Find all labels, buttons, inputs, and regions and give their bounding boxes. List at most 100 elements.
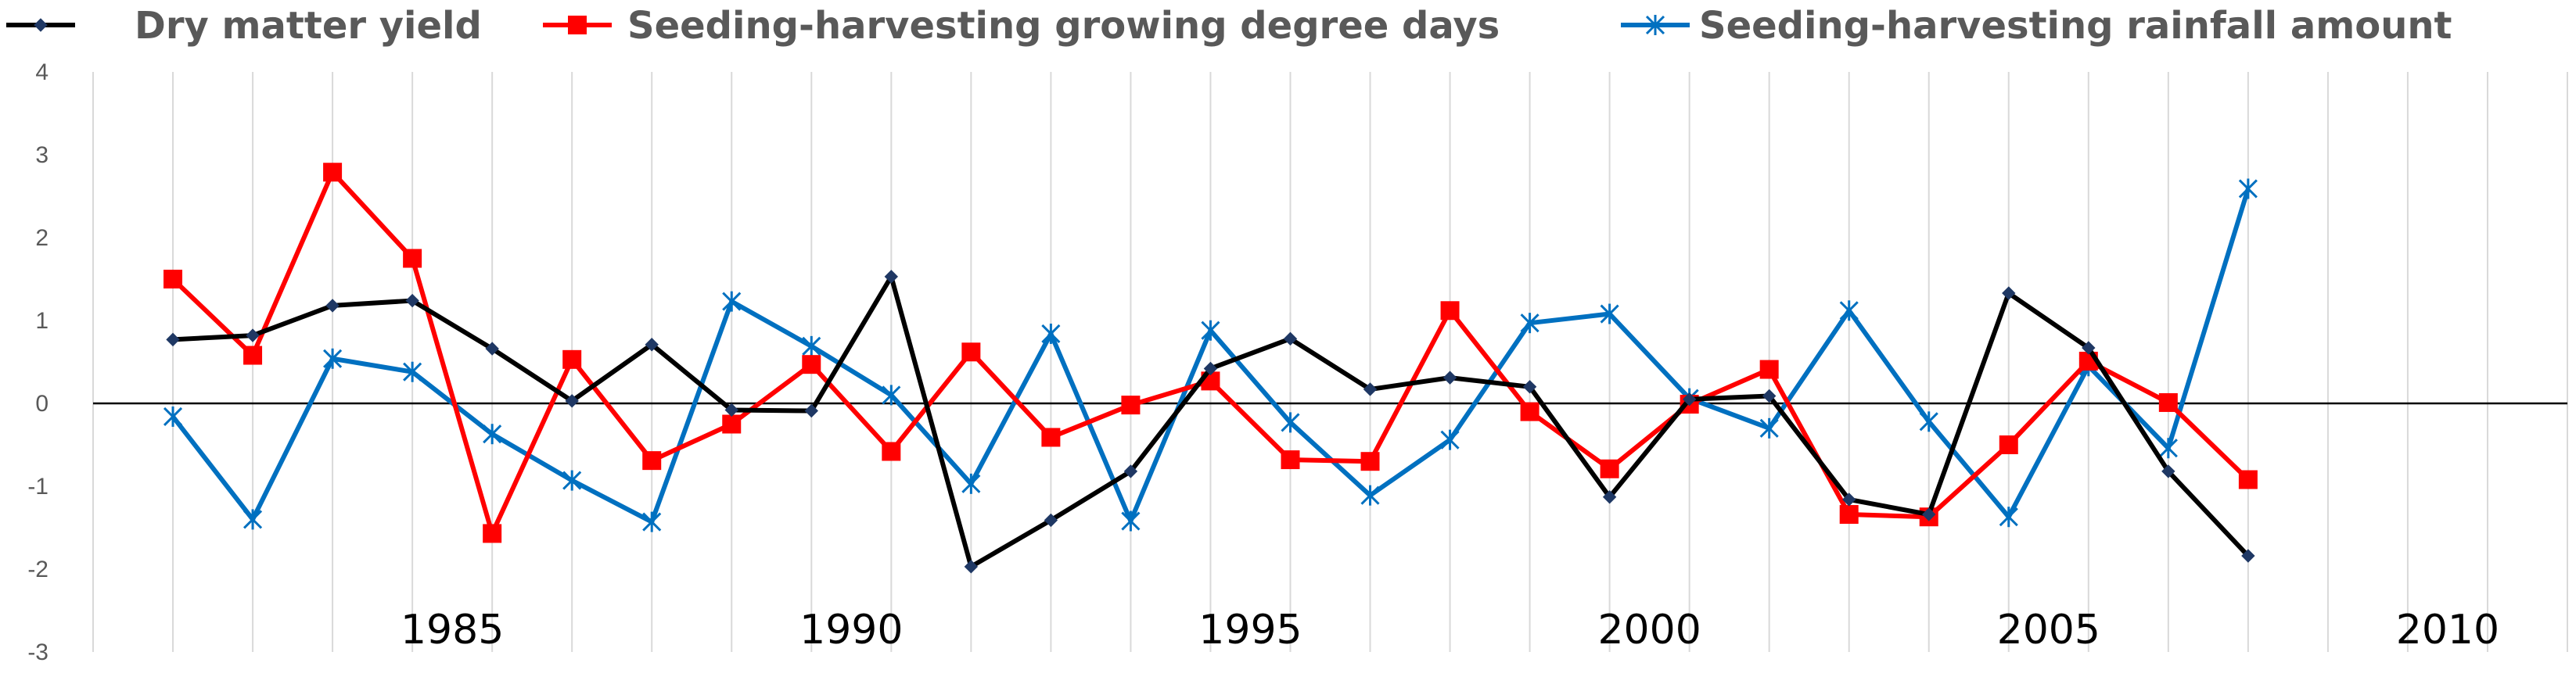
- data-point: [323, 163, 343, 182]
- legend-marker: [1645, 15, 1665, 35]
- x-tick-label: 2000: [1597, 607, 1701, 654]
- x-tick-label: 2010: [2396, 607, 2499, 654]
- data-point: [961, 342, 981, 362]
- data-point: [2241, 549, 2255, 563]
- vertical-gridlines: [92, 72, 2568, 652]
- legend-marker: [568, 16, 587, 34]
- data-point: [485, 342, 499, 356]
- data-point: [1522, 380, 1537, 394]
- data-point: [1759, 360, 1779, 379]
- data-point: [1602, 490, 1617, 504]
- data-point: [1201, 320, 1220, 341]
- data-point: [1999, 435, 2018, 454]
- data-point: [1520, 313, 1539, 334]
- x-tick-label: 1990: [799, 607, 903, 654]
- data-point: [562, 349, 582, 369]
- data-point: [483, 424, 502, 445]
- data-point: [565, 394, 579, 408]
- data-point: [1044, 513, 1058, 528]
- data-point: [1839, 300, 1859, 321]
- y-tick-label: 1: [35, 308, 49, 334]
- data-point: [163, 406, 183, 427]
- y-tick-label: -3: [27, 639, 49, 665]
- data-point: [1041, 323, 1061, 344]
- data-point: [884, 270, 899, 284]
- data-point: [163, 270, 183, 288]
- x-axis-ticks: 1985 1990 1995 2000 2005 2010: [401, 607, 2499, 654]
- data-point: [1121, 510, 1141, 532]
- data-point: [1360, 485, 1380, 506]
- data-point: [1600, 303, 1619, 324]
- data-point: [246, 328, 260, 342]
- data-point: [1363, 382, 1378, 396]
- data-point: [243, 509, 263, 530]
- data-point: [722, 414, 742, 434]
- data-point: [882, 442, 901, 461]
- data-point: [802, 355, 821, 374]
- y-tick-label: -1: [27, 474, 49, 500]
- series-dry-matter-yield: [166, 270, 2255, 574]
- data-point: [1520, 402, 1539, 421]
- data-point: [802, 335, 821, 356]
- y-tick-label: 3: [35, 142, 49, 168]
- data-point: [1919, 411, 1938, 432]
- data-point: [1442, 371, 1457, 385]
- series-seeding-harvesting-growing-degree-days: [163, 163, 2258, 543]
- legend-item-seeding-harvesting-growing-degree-days: Seeding-harvesting growing degree days: [543, 4, 1500, 48]
- data-point: [724, 403, 738, 417]
- data-point: [2238, 470, 2258, 489]
- data-point: [1839, 505, 1859, 525]
- data-point: [1999, 507, 2018, 528]
- legend-label: Seeding-harvesting rainfall amount: [1699, 4, 2452, 48]
- data-point: [2238, 178, 2258, 199]
- data-point: [2158, 438, 2178, 459]
- data-point: [1762, 389, 1777, 403]
- legend-label: Seeding-harvesting growing degree days: [627, 4, 1500, 48]
- data-point: [1283, 331, 1298, 346]
- data-point: [1682, 392, 1697, 407]
- data-point: [325, 299, 340, 313]
- data-point: [166, 332, 180, 347]
- legend-item-dry-matter-yield: Dry matter yield: [6, 4, 482, 48]
- data-point: [1281, 450, 1300, 470]
- data-point: [483, 524, 502, 543]
- data-point: [804, 403, 818, 418]
- data-point: [2002, 286, 2016, 300]
- data-point: [2158, 392, 2178, 412]
- y-tick-label: 4: [35, 59, 49, 85]
- x-tick-label: 1985: [401, 607, 504, 654]
- data-point: [403, 361, 422, 382]
- legend-marker: [34, 18, 48, 32]
- legend-item-seeding-harvesting-rainfall-amount: Seeding-harvesting rainfall amount: [1621, 4, 2452, 48]
- data-point: [722, 291, 742, 312]
- data-point: [2082, 341, 2096, 355]
- legend-label: Dry matter yield: [135, 4, 482, 48]
- data-point: [1121, 396, 1141, 415]
- data-point: [1123, 464, 1138, 478]
- data-point: [1922, 507, 1936, 521]
- data-point: [2161, 464, 2175, 478]
- data-point: [1281, 412, 1300, 433]
- data-point: [961, 473, 981, 494]
- data-point: [642, 451, 662, 471]
- data-point: [645, 338, 659, 352]
- data-point: [1203, 361, 1218, 376]
- y-axis-ticks: 4 3 2 1 0 -1 -2 -3: [27, 59, 49, 665]
- data-point: [323, 348, 343, 369]
- data-point: [1041, 428, 1061, 447]
- series-seeding-harvesting-rainfall-amount: [163, 178, 2258, 532]
- data-point: [243, 346, 263, 365]
- y-tick-label: 2: [35, 225, 49, 251]
- series-layer: [163, 163, 2258, 574]
- x-tick-label: 2005: [1997, 607, 2100, 654]
- y-tick-label: -2: [27, 557, 49, 582]
- data-point: [1842, 493, 1856, 507]
- data-point: [1600, 459, 1619, 478]
- x-tick-label: 1995: [1198, 607, 1302, 654]
- data-point: [642, 511, 662, 532]
- data-point: [964, 560, 979, 574]
- data-point: [562, 470, 582, 491]
- data-point: [882, 385, 901, 406]
- data-point: [1759, 417, 1779, 439]
